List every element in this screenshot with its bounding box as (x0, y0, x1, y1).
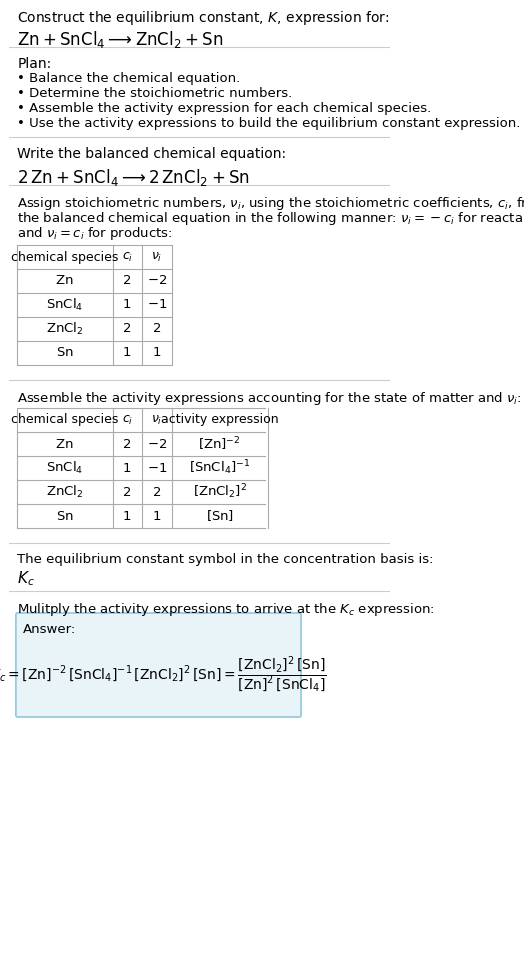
Text: Assign stoichiometric numbers, $\nu_i$, using the stoichiometric coefficients, $: Assign stoichiometric numbers, $\nu_i$, … (17, 195, 524, 212)
Text: Answer:: Answer: (23, 623, 77, 636)
Text: $K_c = [\mathrm{Zn}]^{-2}\,[\mathrm{SnCl_4}]^{-1}\,[\mathrm{ZnCl_2}]^2\,[\mathrm: $K_c = [\mathrm{Zn}]^{-2}\,[\mathrm{SnCl… (0, 655, 327, 695)
Text: the balanced chemical equation in the following manner: $\nu_i = -c_i$ for react: the balanced chemical equation in the fo… (17, 210, 524, 227)
Text: 1: 1 (123, 346, 132, 360)
Text: $\mathrm{SnCl_4}$: $\mathrm{SnCl_4}$ (46, 460, 83, 476)
Text: • Determine the stoichiometric numbers.: • Determine the stoichiometric numbers. (17, 87, 292, 100)
Text: $\mathrm{Zn}$: $\mathrm{Zn}$ (56, 275, 74, 287)
Text: Assemble the activity expressions accounting for the state of matter and $\nu_i$: Assemble the activity expressions accoun… (17, 390, 522, 407)
Text: 1: 1 (153, 346, 161, 360)
Text: $K_c$: $K_c$ (17, 569, 35, 588)
Text: $[\mathrm{Zn}]^{-2}$: $[\mathrm{Zn}]^{-2}$ (198, 435, 241, 453)
Text: $c_i$: $c_i$ (122, 251, 133, 263)
Text: $\nu_i$: $\nu_i$ (151, 413, 162, 427)
Text: $[\mathrm{Sn}]$: $[\mathrm{Sn}]$ (205, 508, 234, 523)
Text: $-1$: $-1$ (147, 461, 167, 475)
Text: 1: 1 (123, 461, 132, 475)
Text: $\mathrm{ZnCl_2}$: $\mathrm{ZnCl_2}$ (46, 484, 83, 501)
Text: 1: 1 (123, 509, 132, 523)
Text: Mulitply the activity expressions to arrive at the $K_c$ expression:: Mulitply the activity expressions to arr… (17, 601, 435, 618)
Text: 2: 2 (153, 323, 161, 336)
Text: $\mathrm{Sn}$: $\mathrm{Sn}$ (56, 509, 73, 523)
Text: $\mathrm{Sn}$: $\mathrm{Sn}$ (56, 346, 73, 360)
Text: 1: 1 (153, 509, 161, 523)
Text: • Balance the chemical equation.: • Balance the chemical equation. (17, 72, 241, 85)
Text: 1: 1 (123, 299, 132, 311)
Text: • Assemble the activity expression for each chemical species.: • Assemble the activity expression for e… (17, 102, 432, 115)
Text: $-2$: $-2$ (147, 437, 167, 451)
Text: 2: 2 (153, 485, 161, 499)
Text: $\mathrm{SnCl_4}$: $\mathrm{SnCl_4}$ (46, 297, 83, 313)
Text: 2: 2 (123, 323, 132, 336)
Text: • Use the activity expressions to build the equilibrium constant expression.: • Use the activity expressions to build … (17, 117, 521, 130)
Text: Write the balanced chemical equation:: Write the balanced chemical equation: (17, 147, 287, 161)
Text: The equilibrium constant symbol in the concentration basis is:: The equilibrium constant symbol in the c… (17, 553, 434, 566)
Text: and $\nu_i = c_i$ for products:: and $\nu_i = c_i$ for products: (17, 225, 173, 242)
Text: $\mathrm{Zn}$: $\mathrm{Zn}$ (56, 437, 74, 451)
Text: $c_i$: $c_i$ (122, 413, 133, 427)
Text: 2: 2 (123, 275, 132, 287)
Text: $[\mathrm{SnCl_4}]^{-1}$: $[\mathrm{SnCl_4}]^{-1}$ (189, 458, 250, 478)
Text: 2: 2 (123, 485, 132, 499)
Text: Plan:: Plan: (17, 57, 51, 71)
Text: 2: 2 (123, 437, 132, 451)
Text: $\mathrm{ZnCl_2}$: $\mathrm{ZnCl_2}$ (46, 321, 83, 337)
Text: $-2$: $-2$ (147, 275, 167, 287)
Text: chemical species: chemical species (11, 413, 118, 427)
Text: $\mathrm{2\,Zn + SnCl_4 \longrightarrow 2\,ZnCl_2 + Sn}$: $\mathrm{2\,Zn + SnCl_4 \longrightarrow … (17, 167, 250, 188)
Text: activity expression: activity expression (161, 413, 278, 427)
Text: chemical species: chemical species (11, 251, 118, 263)
Text: $\mathrm{Zn + SnCl_4 \longrightarrow ZnCl_2 + Sn}$: $\mathrm{Zn + SnCl_4 \longrightarrow ZnC… (17, 29, 224, 50)
Text: $\nu_i$: $\nu_i$ (151, 251, 162, 263)
FancyBboxPatch shape (16, 613, 301, 717)
Text: $-1$: $-1$ (147, 299, 167, 311)
Text: $[\mathrm{ZnCl_2}]^2$: $[\mathrm{ZnCl_2}]^2$ (192, 482, 247, 501)
Text: Construct the equilibrium constant, $K$, expression for:: Construct the equilibrium constant, $K$,… (17, 9, 390, 27)
